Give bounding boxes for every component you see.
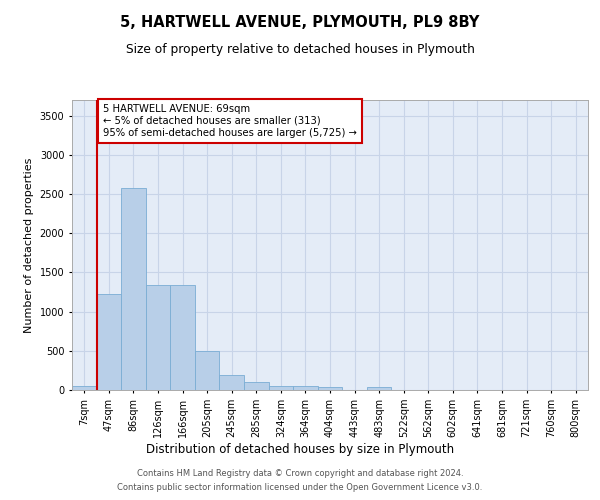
Text: 5, HARTWELL AVENUE, PLYMOUTH, PL9 8BY: 5, HARTWELL AVENUE, PLYMOUTH, PL9 8BY bbox=[121, 15, 479, 30]
Text: Distribution of detached houses by size in Plymouth: Distribution of detached houses by size … bbox=[146, 442, 454, 456]
Bar bbox=[269, 386, 293, 390]
Bar bbox=[318, 387, 342, 390]
Bar bbox=[244, 382, 269, 390]
Bar bbox=[97, 294, 121, 390]
Bar bbox=[367, 387, 391, 390]
Text: Contains HM Land Registry data © Crown copyright and database right 2024.: Contains HM Land Registry data © Crown c… bbox=[137, 468, 463, 477]
Bar bbox=[195, 351, 220, 390]
Y-axis label: Number of detached properties: Number of detached properties bbox=[24, 158, 34, 332]
Text: Contains public sector information licensed under the Open Government Licence v3: Contains public sector information licen… bbox=[118, 484, 482, 492]
Text: 5 HARTWELL AVENUE: 69sqm
← 5% of detached houses are smaller (313)
95% of semi-d: 5 HARTWELL AVENUE: 69sqm ← 5% of detache… bbox=[103, 104, 357, 138]
Text: Size of property relative to detached houses in Plymouth: Size of property relative to detached ho… bbox=[125, 42, 475, 56]
Bar bbox=[121, 188, 146, 390]
Bar bbox=[72, 386, 97, 390]
Bar bbox=[170, 285, 195, 390]
Bar bbox=[146, 285, 170, 390]
Bar bbox=[220, 375, 244, 390]
Bar bbox=[293, 386, 318, 390]
